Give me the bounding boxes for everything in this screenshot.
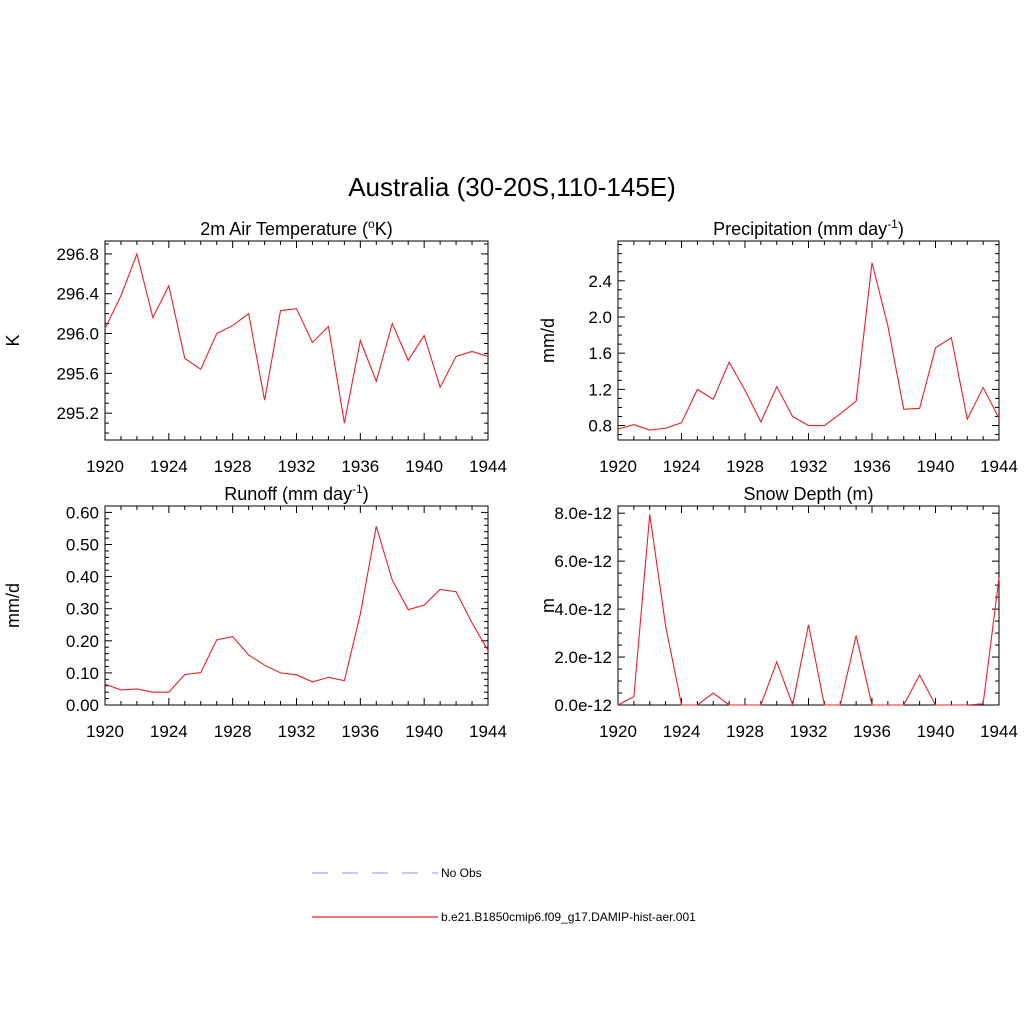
panel-title-part: o bbox=[368, 217, 375, 231]
y-tick-label: 1.2 bbox=[588, 380, 612, 399]
x-tick-label: 1920 bbox=[86, 722, 124, 741]
x-tick-label: 1932 bbox=[790, 457, 828, 476]
y-axis-label: K bbox=[3, 334, 23, 346]
y-tick-label: 0.00 bbox=[66, 696, 99, 715]
y-tick-label: 0.30 bbox=[66, 600, 99, 619]
x-tick-label: 1924 bbox=[150, 457, 188, 476]
panel-title-part: Snow Depth (m) bbox=[743, 484, 873, 504]
x-tick-label: 1928 bbox=[726, 722, 764, 741]
x-tick-label: 1940 bbox=[405, 457, 443, 476]
y-tick-label: 0.8 bbox=[588, 417, 612, 436]
x-tick-label: 1936 bbox=[341, 722, 379, 741]
panel-title-part: -1 bbox=[352, 482, 363, 496]
x-tick-label: 1928 bbox=[214, 722, 252, 741]
plot-frame bbox=[617, 240, 1000, 441]
y-tick-label: 296.8 bbox=[56, 245, 99, 264]
y-tick-label: 6.0e-12 bbox=[554, 552, 612, 571]
y-tick-label: 8.0e-12 bbox=[554, 504, 612, 523]
plot-frame bbox=[104, 240, 489, 441]
y-tick-label: 296.0 bbox=[56, 325, 99, 344]
x-tick-label: 1924 bbox=[663, 457, 701, 476]
y-tick-label: 295.6 bbox=[56, 364, 99, 383]
panel-title-part: 2m Air Temperature ( bbox=[200, 219, 368, 239]
panel-title-part: K) bbox=[375, 219, 393, 239]
series-line bbox=[104, 526, 489, 693]
y-axis-label: mm/d bbox=[3, 583, 23, 628]
x-tick-label: 1944 bbox=[980, 457, 1018, 476]
series-line bbox=[617, 514, 1000, 708]
x-tick-label: 1932 bbox=[278, 722, 316, 741]
x-tick-label: 1940 bbox=[917, 457, 955, 476]
y-tick-label: 4.0e-12 bbox=[554, 600, 612, 619]
x-tick-label: 1932 bbox=[790, 722, 828, 741]
panel-title: Runoff (mm day-1) bbox=[224, 482, 368, 504]
x-tick-label: 1928 bbox=[214, 457, 252, 476]
y-tick-label: 2.0e-12 bbox=[554, 648, 612, 667]
y-tick-label: 0.0e-12 bbox=[554, 696, 612, 715]
y-tick-label: 0.40 bbox=[66, 568, 99, 587]
panel-title: Snow Depth (m) bbox=[743, 484, 873, 504]
panel-title-part: ) bbox=[363, 484, 369, 504]
x-tick-label: 1936 bbox=[853, 457, 891, 476]
x-tick-label: 1920 bbox=[599, 457, 637, 476]
y-tick-label: 0.60 bbox=[66, 503, 99, 522]
series-line bbox=[617, 262, 1000, 431]
x-tick-label: 1924 bbox=[663, 722, 701, 741]
panel-temperature: 2m Air Temperature (oK) 1920 1924 1928 1932 1… bbox=[3, 217, 507, 476]
y-tick-label: 0.10 bbox=[66, 664, 99, 683]
y-axis-label: mm/d bbox=[538, 318, 558, 363]
y-tick-label: 296.4 bbox=[56, 285, 99, 304]
panels: 2m Air Temperature (oK)1920 1924 1928 1932 1… bbox=[3, 217, 1018, 741]
x-tick-label: 1936 bbox=[853, 722, 891, 741]
panel-title-part: Runoff (mm day bbox=[224, 484, 352, 504]
figure-title: Australia (30-20S,110-145E) bbox=[348, 172, 676, 202]
x-tick-label: 1932 bbox=[278, 457, 316, 476]
x-tick-label: 1920 bbox=[86, 457, 124, 476]
panel-title: Precipitation (mm day-1) bbox=[713, 217, 904, 239]
legend-obs-label: No Obs bbox=[441, 866, 482, 880]
legend-model-label: b.e21.B1850cmip6.f09_g17.DAMIP-hist-aer.… bbox=[441, 910, 696, 924]
y-tick-label: 1.6 bbox=[588, 344, 612, 363]
series-line bbox=[104, 252, 489, 424]
y-tick-label: 0.50 bbox=[66, 536, 99, 555]
x-tick-label: 1936 bbox=[341, 457, 379, 476]
y-tick-label: 2.4 bbox=[588, 272, 612, 291]
y-tick-label: 0.20 bbox=[66, 632, 99, 651]
x-tick-label: 1924 bbox=[150, 722, 188, 741]
panel-title-part: ) bbox=[898, 219, 904, 239]
x-tick-label: 1928 bbox=[726, 457, 764, 476]
x-tick-label: 1920 bbox=[599, 722, 637, 741]
x-tick-label: 1944 bbox=[469, 722, 507, 741]
y-tick-label: 295.2 bbox=[56, 404, 99, 423]
y-tick-label: 2.0 bbox=[588, 308, 612, 327]
panel-precipitation: Precipitation (mm day-1) 1920 1924 1928 1932… bbox=[538, 217, 1018, 476]
panel-title-part: Precipitation (mm day bbox=[713, 219, 887, 239]
y-axis-label: m bbox=[538, 598, 558, 613]
x-tick-label: 1944 bbox=[980, 722, 1018, 741]
x-tick-label: 1940 bbox=[917, 722, 955, 741]
panel-runoff: Runoff (mm day-1) 1920 1924 1928 1932 1936 194… bbox=[3, 482, 507, 741]
x-tick-label: 1940 bbox=[405, 722, 443, 741]
panel-title-part: -1 bbox=[887, 217, 898, 231]
panel-title: 2m Air Temperature (oK) bbox=[200, 217, 392, 239]
panel-snow-depth: Snow Depth (m) 1920 1924 1928 1932 1936 1940 19… bbox=[538, 484, 1018, 741]
legend: No Obs b.e21.B1850cmip6.f09_g17.DAMIP-hi… bbox=[312, 866, 696, 924]
x-tick-label: 1944 bbox=[469, 457, 507, 476]
